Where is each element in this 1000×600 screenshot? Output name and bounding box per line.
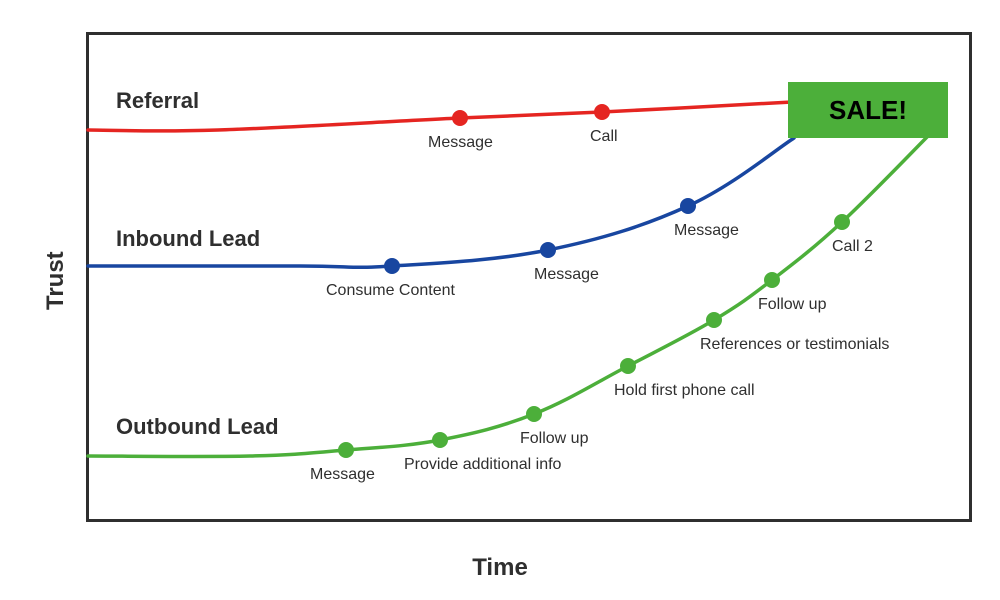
point-label: Message [310, 466, 375, 484]
point-label: Message [428, 134, 493, 152]
point-label: Hold first phone call [614, 382, 755, 400]
series-marker [594, 104, 610, 120]
series-marker [764, 272, 780, 288]
point-label: Call 2 [832, 238, 873, 256]
chart-canvas: Trust Time SALE! Message Call Referral Cons… [0, 0, 1000, 600]
series-marker [834, 214, 850, 230]
x-axis-label: Time [0, 554, 1000, 582]
series-label-referral: Referral [116, 88, 199, 114]
point-label: Call [590, 128, 618, 146]
sale-box: SALE! [788, 82, 948, 138]
point-label: Consume Content [326, 282, 455, 300]
sale-label: SALE! [829, 95, 907, 126]
point-label: Message [534, 266, 599, 284]
point-label: Provide additional info [404, 456, 561, 474]
series-label-outbound-lead: Outbound Lead [116, 414, 279, 440]
point-label: Message [674, 222, 739, 240]
point-label: References or testimonials [700, 336, 889, 354]
series-marker [338, 442, 354, 458]
series-marker [452, 110, 468, 126]
series-marker [620, 358, 636, 374]
point-label: Follow up [758, 296, 826, 314]
series-marker [384, 258, 400, 274]
series-marker [540, 242, 556, 258]
y-axis-label: Trust [42, 251, 70, 310]
series-marker [680, 198, 696, 214]
series-marker [706, 312, 722, 328]
point-label: Follow up [520, 430, 588, 448]
series-marker [432, 432, 448, 448]
series-label-inbound-lead: Inbound Lead [116, 226, 260, 252]
series-marker [526, 406, 542, 422]
